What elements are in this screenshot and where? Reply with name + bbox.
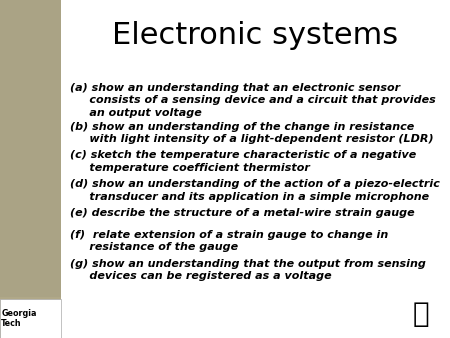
Text: (e) describe the structure of a metal-wire strain gauge: (e) describe the structure of a metal-wi… bbox=[70, 208, 414, 218]
Text: Electronic systems: Electronic systems bbox=[112, 21, 398, 50]
Text: (a) show an understanding that an electronic sensor
     consists of a sensing d: (a) show an understanding that an electr… bbox=[70, 83, 436, 118]
Text: (b) show an understanding of the change in resistance
     with light intensity : (b) show an understanding of the change … bbox=[70, 122, 433, 144]
Bar bbox=[0, 0, 61, 338]
Bar bbox=[0, 0, 61, 297]
Bar bbox=[0, 299, 61, 338]
Text: (g) show an understanding that the output from sensing
     devices can be regis: (g) show an understanding that the outpu… bbox=[70, 259, 426, 281]
Text: 🐝: 🐝 bbox=[413, 300, 429, 328]
Text: (d) show an understanding of the action of a piezo-electric
     transducer and : (d) show an understanding of the action … bbox=[70, 179, 440, 201]
Text: (c) sketch the temperature characteristic of a negative
     temperature coeffic: (c) sketch the temperature characteristi… bbox=[70, 150, 416, 173]
Text: Georgia
Tech: Georgia Tech bbox=[1, 309, 37, 328]
Text: (f)  relate extension of a strain gauge to change in
     resistance of the gaug: (f) relate extension of a strain gauge t… bbox=[70, 230, 388, 252]
